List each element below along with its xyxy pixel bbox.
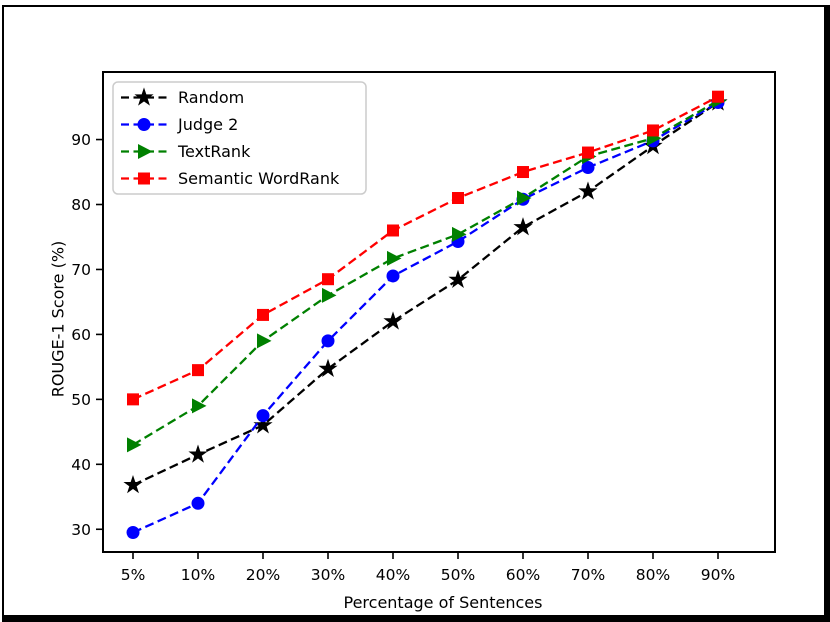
y-tick-label: 40 xyxy=(71,456,91,474)
y-axis-label: ROUGE-1 Score (%) xyxy=(48,240,68,398)
legend-box xyxy=(112,81,367,195)
x-tick-label: 80% xyxy=(636,566,670,584)
x-tick-label: 20% xyxy=(246,566,280,584)
x-tick-label: 40% xyxy=(376,566,410,584)
x-tick-label: 50% xyxy=(441,566,475,584)
marker-judge-2 xyxy=(256,409,270,423)
marker-semantic-wordrank xyxy=(387,224,399,237)
marker-textrank xyxy=(387,250,402,266)
series-line-random xyxy=(132,101,719,487)
marker-textrank xyxy=(517,190,532,206)
marker-semantic-wordrank xyxy=(712,90,724,103)
marker-judge-2 xyxy=(321,334,335,348)
legend-marker-semantic-wordrank xyxy=(138,172,150,185)
marker-judge-2 xyxy=(126,526,140,540)
marker-judge-2 xyxy=(386,269,400,283)
figure: 30 40 50 60 70 80 90 5% 10% 20% 30% 40% 50% 60% 70% 80%… xyxy=(4,7,824,615)
frame-border-left xyxy=(2,5,4,622)
y-tick-label: 70 xyxy=(71,261,91,279)
marker-random xyxy=(318,358,338,377)
y-tick-label: 60 xyxy=(71,326,91,344)
y-tick-label: 50 xyxy=(71,391,91,409)
x-tick-label: 70% xyxy=(571,566,605,584)
marker-random xyxy=(383,311,403,330)
x-axis-label: Percentage of Sentences xyxy=(343,593,543,612)
frame-border-right xyxy=(824,5,830,622)
marker-textrank xyxy=(452,226,467,242)
marker-random xyxy=(188,444,208,463)
legend-label-semantic-wordrank: Semantic WordRank xyxy=(178,169,340,188)
y-tick-label: 30 xyxy=(71,521,91,539)
x-tick-label: 90% xyxy=(701,566,735,584)
series-line-semantic-wordrank xyxy=(132,95,719,401)
marker-judge-2 xyxy=(191,496,205,510)
legend-marker-judge-2 xyxy=(137,118,151,131)
legend-label-textrank: TextRank xyxy=(177,142,251,161)
marker-textrank xyxy=(257,333,272,349)
legend-marker-random xyxy=(134,87,154,106)
marker-random xyxy=(513,217,533,236)
x-tick-label: 30% xyxy=(311,566,345,584)
marker-random xyxy=(253,415,273,434)
marker-semantic-wordrank xyxy=(582,146,594,159)
frame-border-top xyxy=(2,5,828,7)
line-chart: 30 40 50 60 70 80 90 5% 10% 20% 30% 40% 50% 60% 70% 80%… xyxy=(71,71,776,584)
marker-semantic-wordrank xyxy=(517,166,529,179)
marker-random xyxy=(123,475,143,494)
legend-label-judge-2: Judge 2 xyxy=(177,115,238,134)
marker-textrank xyxy=(192,398,207,414)
y-tick-label: 80 xyxy=(71,196,91,214)
marker-random xyxy=(578,181,598,200)
x-tick-label: 5% xyxy=(121,566,146,584)
marker-semantic-wordrank xyxy=(257,308,269,321)
marker-semantic-wordrank xyxy=(127,393,139,406)
frame-border-bottom xyxy=(2,615,830,622)
marker-textrank xyxy=(322,287,337,303)
legend-label-random: Random xyxy=(178,88,244,107)
legend-marker-textrank xyxy=(138,144,153,159)
x-tick-label: 10% xyxy=(181,566,215,584)
marker-random xyxy=(448,269,468,289)
marker-semantic-wordrank xyxy=(452,192,464,205)
marker-semantic-wordrank xyxy=(647,124,659,137)
marker-semantic-wordrank xyxy=(192,364,204,377)
y-tick-label: 90 xyxy=(71,131,91,149)
series-line-textrank xyxy=(132,99,719,446)
marker-textrank xyxy=(127,437,142,453)
marker-semantic-wordrank xyxy=(322,273,334,286)
series-line-judge-2 xyxy=(132,101,719,534)
marker-judge-2 xyxy=(581,160,595,174)
axes-spines xyxy=(102,71,776,553)
x-tick-label: 60% xyxy=(506,566,540,584)
